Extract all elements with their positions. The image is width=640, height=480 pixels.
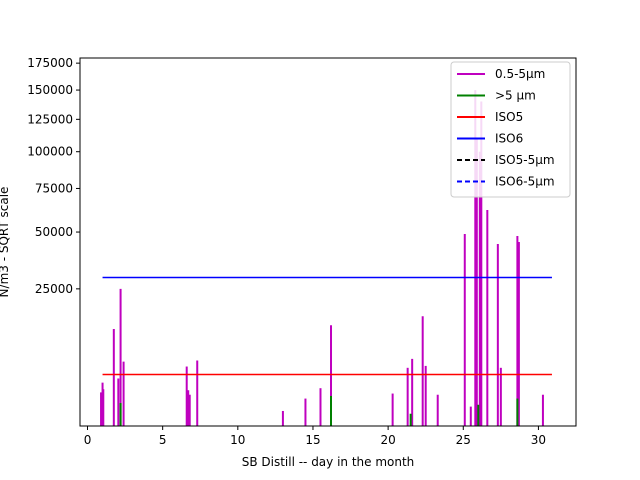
legend-label: >5 µm <box>495 89 536 103</box>
y-tick-label: 100000 <box>27 145 73 159</box>
legend-label: ISO5 <box>495 110 523 124</box>
legend-label: ISO6-5µm <box>495 175 555 189</box>
x-tick-label: 25 <box>456 433 471 447</box>
y-tick-label: 75000 <box>35 181 73 195</box>
y-axis: 25000 50000 75000 100000 125000 150000 175000 <box>27 56 80 296</box>
x-tick-label: 0 <box>84 433 92 447</box>
x-tick-label: 5 <box>159 433 167 447</box>
plot-area <box>100 90 552 426</box>
x-tick-label: 10 <box>230 433 245 447</box>
x-tick-label: 30 <box>531 433 546 447</box>
legend-label: 0.5-5µm <box>495 67 545 81</box>
y-axis-label: N/m3 - SQRT scale <box>0 187 11 298</box>
x-tick-label: 20 <box>380 433 395 447</box>
y-tick-label: 125000 <box>27 112 73 126</box>
y-tick-label: 175000 <box>27 56 73 70</box>
x-axis: 0 5 10 15 20 25 30 <box>84 426 546 447</box>
y-tick-label: 50000 <box>35 225 73 239</box>
legend-label: ISO5-5µm <box>495 153 555 167</box>
y-tick-label: 150000 <box>27 83 73 97</box>
legend-label: ISO6 <box>495 132 523 146</box>
x-axis-label: SB Distill -- day in the month <box>242 455 415 469</box>
y-tick-label: 25000 <box>35 282 73 296</box>
legend: 0.5-5µm >5 µm ISO5 ISO6 ISO5-5µm ISO6-5µm <box>450 61 571 198</box>
axes-frame <box>79 57 577 427</box>
x-tick-label: 15 <box>305 433 320 447</box>
